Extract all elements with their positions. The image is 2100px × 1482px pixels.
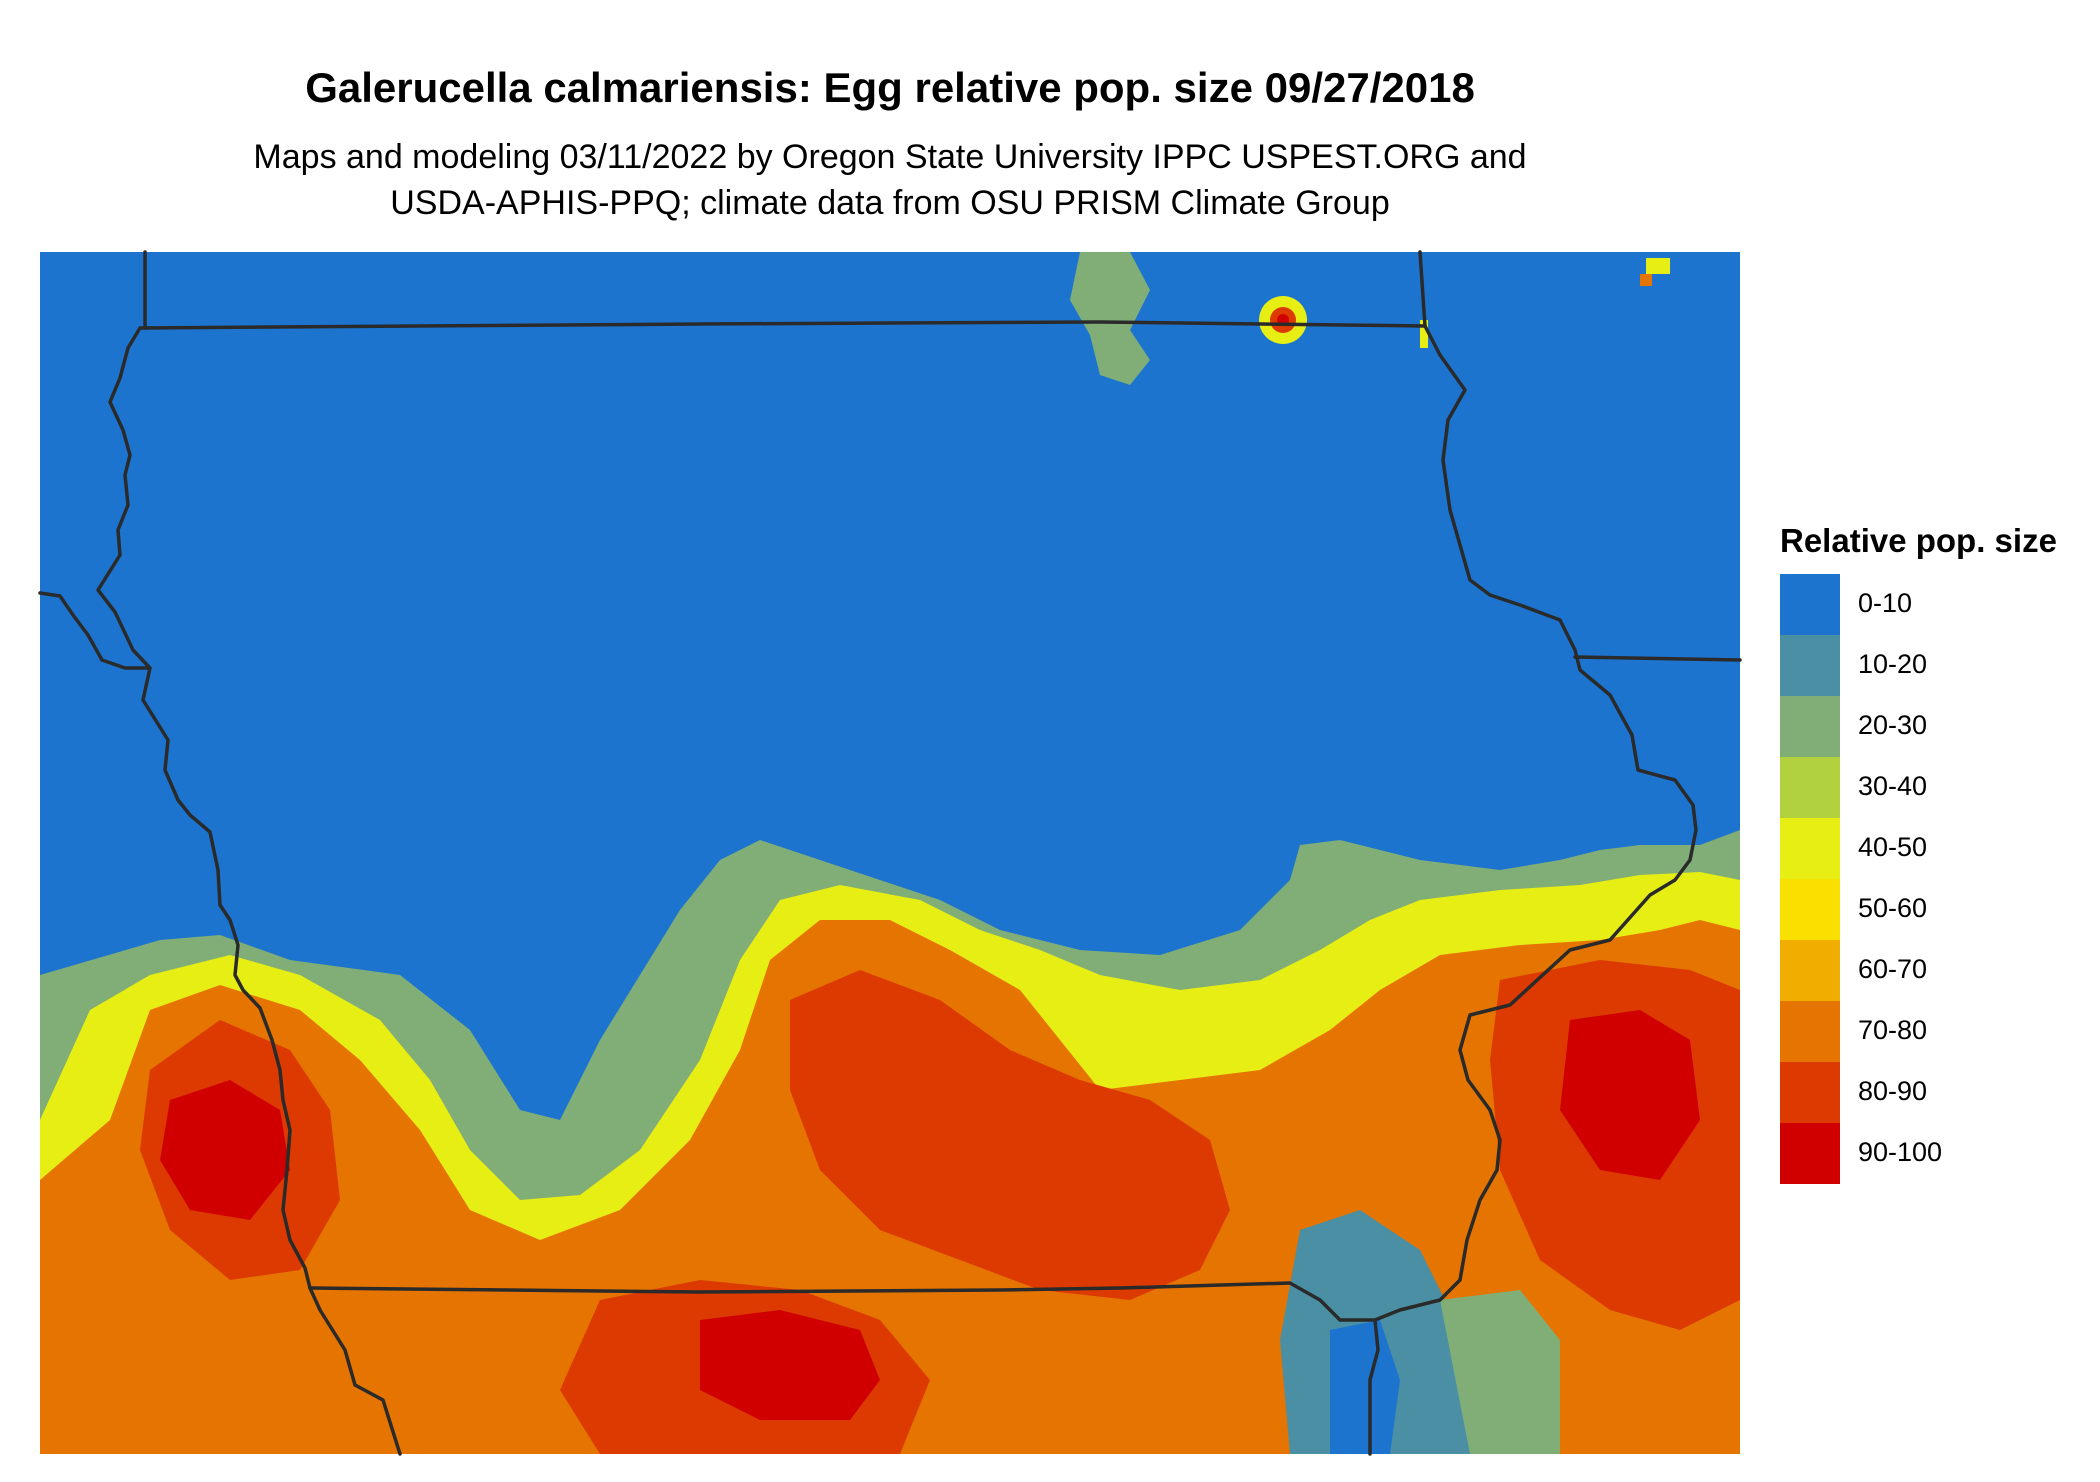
legend-label: 70-80: [1858, 1015, 1928, 1045]
legend: 0-10 10-20 20-30 30-40 40-50 50-60 60-70…: [1780, 574, 2040, 1184]
legend-swatch: [1780, 635, 1840, 696]
legend-label: 80-90: [1858, 1076, 1928, 1106]
legend-title: Relative pop. size: [1780, 522, 2057, 559]
legend-item-70-80: 70-80: [1780, 1001, 2040, 1062]
map-subtitle: Maps and modeling 03/11/2022 by Oregon S…: [40, 134, 1740, 226]
border-iowa-south: [308, 1281, 1377, 1322]
zone-0-10: [1330, 1320, 1400, 1454]
zone-90-100: [160, 1080, 290, 1220]
zone-90-100: [700, 1310, 880, 1420]
legend-label: 50-60: [1858, 893, 1928, 923]
border-mn-wi: [1418, 250, 1427, 328]
border-iowa-west: [96, 326, 402, 1456]
legend-label: 90-100: [1858, 1137, 1943, 1167]
legend-label: 20-30: [1858, 710, 1928, 740]
zone-40-50: [1646, 258, 1670, 274]
legend-item-80-90: 80-90: [1780, 1062, 2040, 1123]
legend-item-90-100: 90-100: [1780, 1123, 2040, 1184]
legend-item-40-50: 40-50: [1780, 818, 2040, 879]
zone-70-80: [1640, 274, 1652, 286]
map-title: Galerucella calmariensis: Egg relative p…: [305, 64, 1475, 111]
legend-label: 0-10: [1858, 588, 1913, 618]
subtitle-line-1: Maps and modeling 03/11/2022 by Oregon S…: [253, 138, 1527, 176]
legend-swatch: [1780, 879, 1840, 940]
legend-label: 30-40: [1858, 771, 1928, 801]
legend-swatch: [1780, 1001, 1840, 1062]
border-wi-il: [1573, 655, 1742, 662]
border-ne-sd: [38, 591, 150, 670]
legend-swatch: [1780, 940, 1840, 1001]
legend-swatch: [1780, 818, 1840, 879]
legend-item-0-10: 0-10: [1780, 574, 2040, 635]
legend-item-20-30: 20-30: [1780, 696, 2040, 757]
legend-swatch: [1780, 1123, 1840, 1184]
legend-label: 40-50: [1858, 832, 1928, 862]
legend-item-30-40: 30-40: [1780, 757, 2040, 818]
border-iowa-north: [138, 320, 1427, 330]
zone-80-90: [790, 970, 1230, 1300]
legend-item-60-70: 60-70: [1780, 940, 2040, 1001]
legend-swatch: [1780, 574, 1840, 635]
legend-label: 60-70: [1858, 954, 1928, 984]
legend-swatch: [1780, 1062, 1840, 1123]
legend-label: 10-20: [1858, 649, 1928, 679]
legend-item-50-60: 50-60: [1780, 879, 2040, 940]
zone-20-30: [1440, 1290, 1560, 1454]
zone-20-30: [1070, 252, 1150, 385]
border-iowa-east: [1368, 324, 1698, 1456]
subtitle-line-2: USDA-APHIS-PPQ; climate data from OSU PR…: [390, 184, 1390, 222]
legend-item-10-20: 10-20: [1780, 635, 2040, 696]
zone-90-100: [1560, 1010, 1700, 1180]
legend-swatch: [1780, 696, 1840, 757]
zone-40-50: [1420, 320, 1428, 348]
legend-swatch: [1780, 757, 1840, 818]
